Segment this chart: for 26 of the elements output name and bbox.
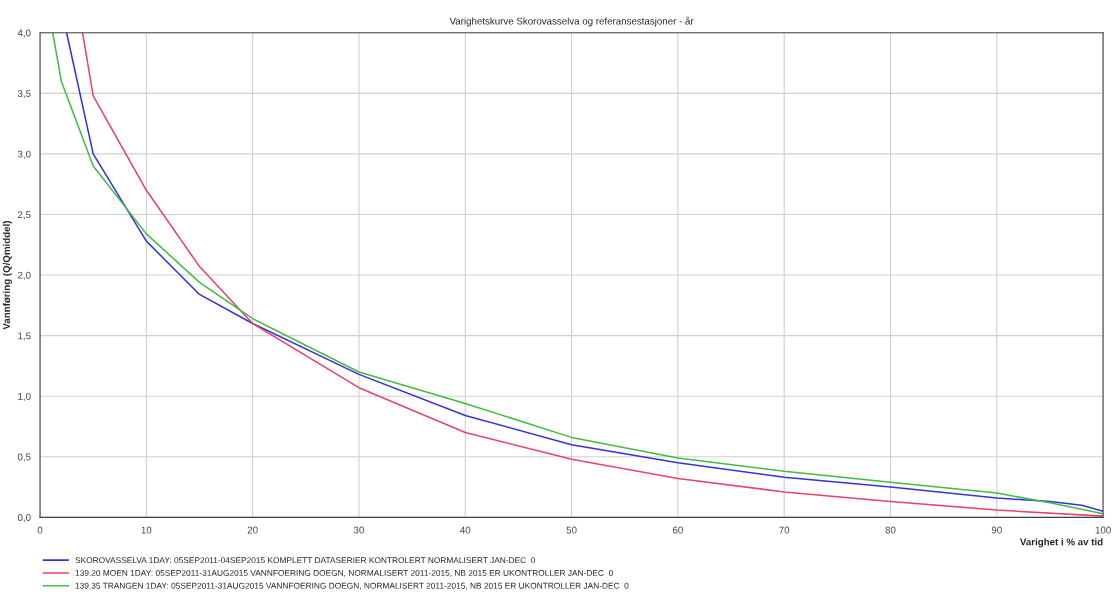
x-tick-label: 60 bbox=[672, 526, 683, 534]
legend-label: 139.35 TRANGEN 1DAY: 05SEP2011-31AUG2015 VANNFOERING DOEGN, NORMALISERT 2011-2015, NB 2015 ER UKONTROLLER JAN-DEC 0 bbox=[75, 582, 629, 590]
legend-label: 139.20 MOEN 1DAY: 05SEP2011-31AUG2015 VANNFOERING DOEGN, NORMALISERT 2011-2015, NB 2015 ER UKONTROLLER JAN-DEC 0 bbox=[75, 569, 613, 577]
y-tick-label: 0,0 bbox=[17, 514, 31, 523]
x-tick-label: 80 bbox=[885, 526, 896, 534]
y-tick-label: 0,5 bbox=[17, 453, 31, 462]
y-tick-label: 3,0 bbox=[17, 150, 31, 159]
y-tick-label: 4,0 bbox=[17, 29, 31, 38]
x-tick-label: 40 bbox=[460, 526, 471, 534]
x-tick-label: 10 bbox=[141, 526, 152, 534]
y-tick-label: 2,5 bbox=[17, 211, 31, 220]
x-tick-label: 50 bbox=[566, 526, 577, 534]
y-tick-label: 2,0 bbox=[17, 271, 31, 280]
x-tick-label: 0 bbox=[37, 526, 43, 534]
x-tick-label: 90 bbox=[991, 526, 1002, 534]
x-tick-label: 30 bbox=[353, 526, 364, 534]
y-tick-label: 3,5 bbox=[17, 90, 31, 99]
x-tick-label: 20 bbox=[247, 526, 258, 534]
y-tick-label: 1,0 bbox=[18, 392, 31, 401]
x-tick-label: 70 bbox=[779, 526, 790, 534]
y-axis-title: Vannføring (Q/Qmiddel) bbox=[2, 220, 12, 330]
legend-label: SKOROVASSELVA 1DAY: 05SEP2011-04SEP2015 KOMPLETT DATASERIER KONTROLERT NORMALISERT JAN-DEC 0 bbox=[75, 557, 536, 564]
x-tick-label: 100 bbox=[1095, 526, 1111, 534]
y-tick-label: 1,5 bbox=[18, 332, 31, 341]
chart-title: Varighetskurve Skorovasselva og referansestasjoner - år bbox=[449, 16, 694, 27]
x-axis-title: Varighet i % av tid bbox=[1019, 538, 1103, 548]
